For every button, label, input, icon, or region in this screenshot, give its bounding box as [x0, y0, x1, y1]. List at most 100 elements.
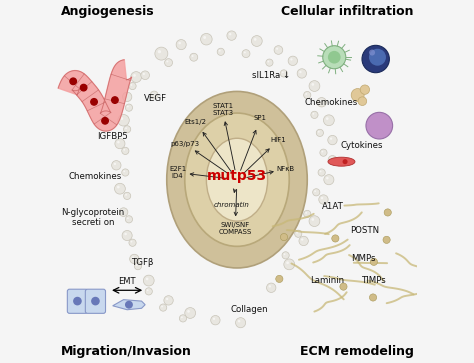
- Circle shape: [383, 236, 390, 244]
- Text: sIL1Ra ↓: sIL1Ra ↓: [252, 71, 291, 80]
- Circle shape: [73, 297, 82, 305]
- Circle shape: [150, 91, 158, 99]
- Text: Ets1/2: Ets1/2: [184, 119, 207, 125]
- Circle shape: [178, 42, 181, 44]
- Circle shape: [311, 83, 314, 86]
- Circle shape: [133, 74, 136, 77]
- Ellipse shape: [206, 138, 268, 221]
- Circle shape: [330, 158, 332, 160]
- Circle shape: [328, 51, 341, 64]
- Circle shape: [313, 189, 320, 196]
- Text: A1AT: A1AT: [321, 202, 343, 211]
- Circle shape: [276, 275, 283, 282]
- Circle shape: [319, 171, 321, 172]
- Circle shape: [283, 253, 285, 255]
- Circle shape: [121, 210, 123, 212]
- Circle shape: [115, 139, 125, 149]
- Circle shape: [125, 301, 133, 309]
- Circle shape: [267, 61, 269, 62]
- Circle shape: [127, 217, 129, 219]
- Circle shape: [132, 256, 134, 259]
- Circle shape: [309, 81, 320, 91]
- Circle shape: [304, 91, 311, 99]
- Circle shape: [305, 93, 307, 95]
- Circle shape: [290, 58, 292, 61]
- Circle shape: [130, 84, 132, 86]
- Circle shape: [124, 126, 131, 133]
- Circle shape: [351, 89, 364, 102]
- Circle shape: [201, 33, 212, 45]
- Circle shape: [304, 210, 311, 217]
- Text: E2F1
ID4: E2F1 ID4: [169, 166, 186, 179]
- Circle shape: [120, 117, 123, 120]
- Circle shape: [145, 288, 152, 295]
- Circle shape: [179, 315, 187, 322]
- Circle shape: [296, 232, 298, 233]
- Circle shape: [187, 310, 190, 313]
- Circle shape: [181, 317, 183, 318]
- Circle shape: [297, 69, 307, 78]
- Circle shape: [190, 53, 198, 61]
- Circle shape: [369, 49, 375, 56]
- Circle shape: [158, 50, 161, 53]
- Circle shape: [130, 254, 139, 264]
- Circle shape: [309, 216, 320, 227]
- Circle shape: [318, 131, 319, 133]
- Circle shape: [369, 294, 377, 301]
- Circle shape: [155, 47, 168, 60]
- Circle shape: [251, 36, 262, 46]
- Circle shape: [384, 209, 392, 216]
- Circle shape: [125, 194, 127, 196]
- Ellipse shape: [328, 157, 355, 166]
- Circle shape: [125, 94, 127, 97]
- Text: ECM remodeling: ECM remodeling: [300, 345, 413, 358]
- Circle shape: [125, 216, 133, 223]
- Circle shape: [324, 175, 334, 185]
- Circle shape: [146, 278, 148, 280]
- Circle shape: [276, 48, 278, 50]
- Circle shape: [143, 275, 154, 286]
- Text: IGFBP5: IGFBP5: [97, 132, 128, 141]
- Circle shape: [117, 141, 119, 143]
- Circle shape: [161, 306, 163, 307]
- Circle shape: [362, 45, 389, 73]
- FancyBboxPatch shape: [85, 289, 106, 313]
- Circle shape: [114, 163, 116, 165]
- Circle shape: [227, 31, 236, 40]
- Circle shape: [118, 114, 129, 126]
- Circle shape: [166, 61, 168, 62]
- Circle shape: [123, 171, 125, 172]
- Circle shape: [358, 97, 367, 106]
- Circle shape: [326, 117, 328, 120]
- Circle shape: [122, 147, 129, 155]
- Circle shape: [244, 52, 246, 53]
- Circle shape: [124, 233, 127, 235]
- Circle shape: [242, 50, 250, 58]
- Circle shape: [288, 56, 298, 65]
- Circle shape: [269, 285, 271, 287]
- Circle shape: [266, 283, 276, 293]
- Text: TIMPs: TIMPs: [362, 276, 386, 285]
- Circle shape: [112, 97, 118, 103]
- Text: STAT1
STAT3: STAT1 STAT3: [212, 103, 233, 116]
- Circle shape: [123, 149, 125, 151]
- Circle shape: [213, 318, 215, 320]
- Circle shape: [321, 197, 323, 199]
- Text: Collagen: Collagen: [231, 305, 268, 314]
- Circle shape: [314, 190, 316, 192]
- Ellipse shape: [167, 91, 307, 268]
- Circle shape: [217, 48, 224, 56]
- Circle shape: [321, 151, 323, 152]
- Circle shape: [370, 258, 377, 265]
- Circle shape: [311, 218, 314, 221]
- Circle shape: [203, 36, 206, 39]
- Circle shape: [191, 55, 193, 57]
- Circle shape: [299, 71, 301, 73]
- Circle shape: [236, 318, 246, 328]
- Circle shape: [328, 135, 337, 145]
- Circle shape: [330, 138, 332, 140]
- Ellipse shape: [185, 113, 289, 246]
- Circle shape: [129, 239, 136, 246]
- Circle shape: [70, 78, 76, 85]
- Circle shape: [366, 112, 392, 139]
